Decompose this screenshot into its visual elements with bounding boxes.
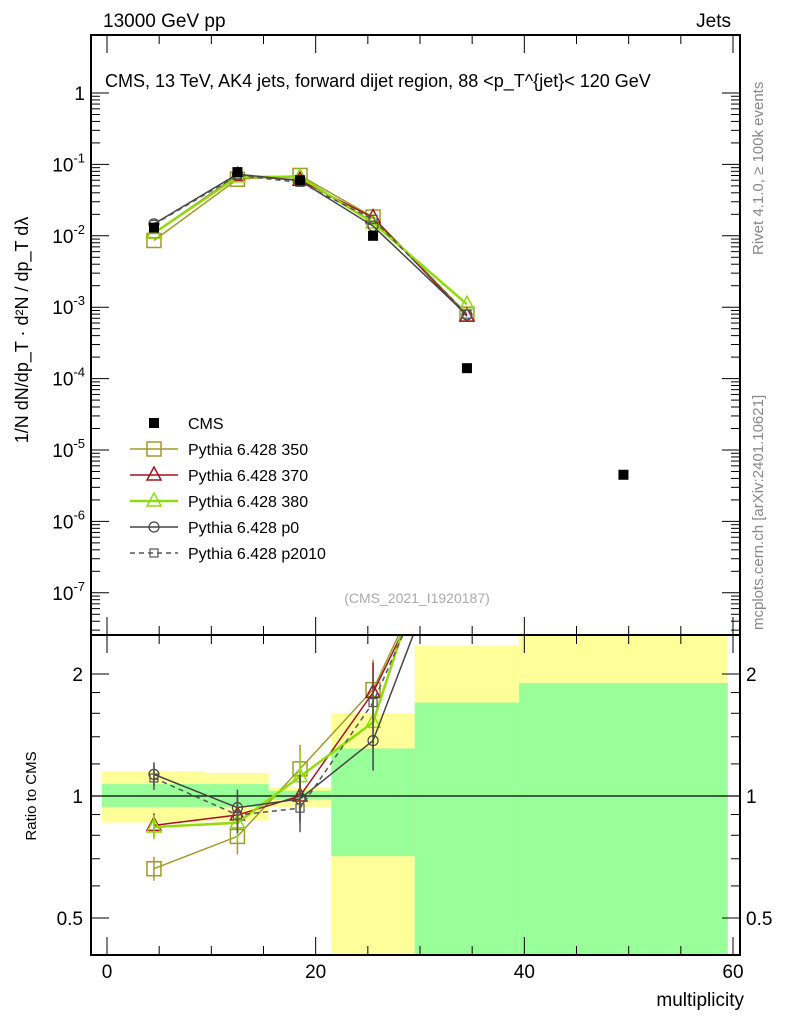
data-point-p2010 xyxy=(462,309,472,319)
legend-label-380: Pythia 6.428 380 xyxy=(188,494,308,511)
ratio-ylabel: Ratio to CMS xyxy=(23,751,40,840)
data-point-350 xyxy=(146,232,162,249)
series-370 xyxy=(145,165,476,322)
data-point-cms xyxy=(618,469,629,480)
ratio-point-350 xyxy=(146,860,162,877)
rivet-label: Rivet 4.1.0, ≥ 100k events xyxy=(750,82,767,255)
ratio-point-p0 xyxy=(367,734,379,747)
main-ylabel: 1/N dN/dp_T · d²N / dp_T dλ xyxy=(12,217,33,443)
y-tick-label: 1 xyxy=(74,84,85,105)
legend-marker-370 xyxy=(145,465,163,481)
ratio-y-tick-label: 1 xyxy=(72,787,83,808)
data-point-cms xyxy=(295,175,306,186)
ratio-frame xyxy=(90,634,741,956)
series-380 xyxy=(145,167,476,310)
ratio-y-tick-label: 2 xyxy=(72,665,83,686)
data-point-p2010 xyxy=(368,214,378,224)
legend-label-cms: CMS xyxy=(188,416,224,433)
y-tick-label: 10-5 xyxy=(52,436,85,462)
ratio-point-p2010 xyxy=(149,773,159,783)
data-point-cms xyxy=(461,363,472,374)
uncertainty-band-inner xyxy=(519,683,728,955)
y-tick-label: 10-4 xyxy=(52,365,85,391)
series-line-p0 xyxy=(153,173,468,316)
legend-marker-p2010 xyxy=(149,548,159,558)
main-title: CMS, 13 TeV, AK4 jets, forward dijet reg… xyxy=(105,71,651,92)
legend-label-p0: Pythia 6.428 p0 xyxy=(188,520,299,537)
x-tick-label: 0 xyxy=(102,962,113,983)
series-p0 xyxy=(148,168,473,321)
legend-marker-350 xyxy=(146,441,162,457)
header-left: 13000 GeV pp xyxy=(103,11,226,32)
series-p2010 xyxy=(149,170,472,319)
analysis-id: (CMS_2021_I1920187) xyxy=(344,590,490,606)
uncertainty-band-inner xyxy=(414,702,520,955)
y-tick-label: 10-1 xyxy=(52,150,85,176)
x-tick-label: 20 xyxy=(305,962,326,983)
legend-label-350: Pythia 6.428 350 xyxy=(188,442,308,459)
ratio-point-p2010 xyxy=(368,698,378,708)
legend-marker-cms xyxy=(149,418,159,428)
x-tick-label: 40 xyxy=(514,962,535,983)
ratio-point-380 xyxy=(145,817,163,833)
mcplots-label: mcplots.cern.ch [arXiv:2401.10621] xyxy=(750,395,767,630)
legend-marker-380 xyxy=(145,491,163,507)
main-frame xyxy=(90,34,741,636)
legend-marker-p0 xyxy=(148,521,160,533)
y-tick-label: 10-7 xyxy=(52,579,85,605)
series-line-p2010 xyxy=(153,174,468,315)
y-tick-label: 10-2 xyxy=(52,222,85,248)
ratio-point-p2010 xyxy=(295,803,305,813)
series-350 xyxy=(146,167,475,322)
legend-label-370: Pythia 6.428 370 xyxy=(188,468,308,485)
legend-label-p2010: Pythia 6.428 p2010 xyxy=(188,546,326,563)
x-axis-label: multiplicity xyxy=(656,990,744,1011)
data-point-cms xyxy=(232,167,243,178)
ratio-y-tick-label-right: 0.5 xyxy=(746,909,772,930)
ratio-series-p2010 xyxy=(149,635,404,834)
ratio-y-tick-label-right: 2 xyxy=(746,665,757,686)
data-point-380 xyxy=(458,294,476,310)
ratio-y-tick-label: 0.5 xyxy=(57,909,83,930)
header-right: Jets xyxy=(696,11,731,32)
x-tick-label: 60 xyxy=(722,962,743,983)
data-point-cms xyxy=(368,230,379,241)
y-tick-label: 10-3 xyxy=(52,293,85,319)
ratio-point-p2010 xyxy=(232,810,243,820)
ratio-y-tick-label-right: 1 xyxy=(746,787,757,808)
y-tick-label: 10-6 xyxy=(52,507,85,533)
data-point-cms xyxy=(148,222,159,233)
